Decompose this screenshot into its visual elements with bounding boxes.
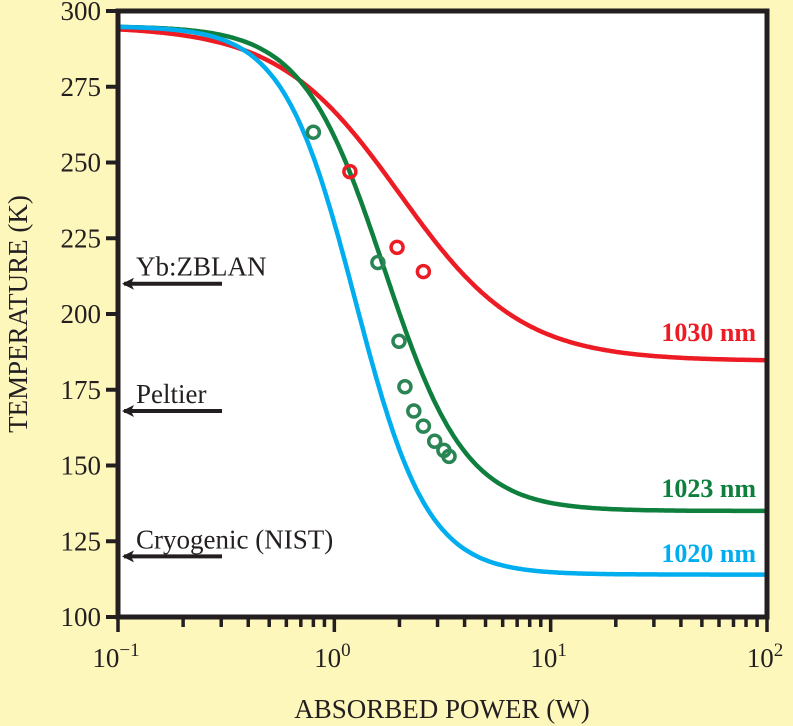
data-point xyxy=(415,418,432,434)
data-point xyxy=(426,433,443,450)
data-points xyxy=(305,124,457,465)
x-axis: 10−1 100 101 102 xyxy=(92,617,783,673)
data-point xyxy=(391,333,407,350)
y-tick-label: 150 xyxy=(61,451,102,481)
series-curves xyxy=(117,24,767,577)
x-tick-label: 102 xyxy=(747,640,784,673)
series-line-1030-nm xyxy=(117,27,767,363)
y-tick-label: 300 xyxy=(61,0,102,26)
x-tick-label: 100 xyxy=(314,640,351,673)
data-point xyxy=(441,448,457,465)
reference-label: Peltier xyxy=(136,379,206,409)
data-point xyxy=(305,124,322,140)
reference-label: Cryogenic (NIST) xyxy=(136,524,333,554)
data-point xyxy=(389,239,405,256)
data-point xyxy=(397,378,413,395)
data-point xyxy=(342,163,358,180)
y-tick-label: 250 xyxy=(61,148,102,178)
series-label: 1023 nm xyxy=(661,474,756,503)
y-tick-label: 200 xyxy=(61,299,102,329)
y-tick-label: 175 xyxy=(61,375,102,405)
arrowhead-icon xyxy=(122,404,134,417)
series-label: 1030 nm xyxy=(661,318,756,347)
series-line-1020-nm xyxy=(117,24,767,577)
data-point xyxy=(415,263,432,280)
y-axis: 100 125 150 175 200 225 250 275 300 xyxy=(61,0,118,632)
x-axis-title: ABSORBED POWER (W) xyxy=(294,694,590,724)
series-labels: 1030 nm 1023 nm 1020 nm xyxy=(661,318,756,568)
reference-annotations: Yb:ZBLAN Peltier Cryogenic (NIST) xyxy=(122,252,333,563)
y-tick-label: 100 xyxy=(61,602,102,632)
plot-area xyxy=(118,11,767,617)
arrowhead-icon xyxy=(122,550,134,563)
y-tick-label: 275 xyxy=(61,72,102,102)
data-point xyxy=(406,403,422,419)
y-axis-title: TEMPERATURE (K) xyxy=(3,195,33,433)
y-tick-label: 225 xyxy=(61,223,102,253)
series-label: 1020 nm xyxy=(661,539,756,568)
data-point xyxy=(370,254,386,271)
x-tick-label: 10−1 xyxy=(92,640,139,673)
reference-label: Yb:ZBLAN xyxy=(136,252,267,282)
y-tick-label: 125 xyxy=(61,526,102,556)
x-tick-label: 101 xyxy=(530,640,567,673)
arrowhead-icon xyxy=(122,277,134,290)
series-line-1023-nm xyxy=(118,24,767,514)
